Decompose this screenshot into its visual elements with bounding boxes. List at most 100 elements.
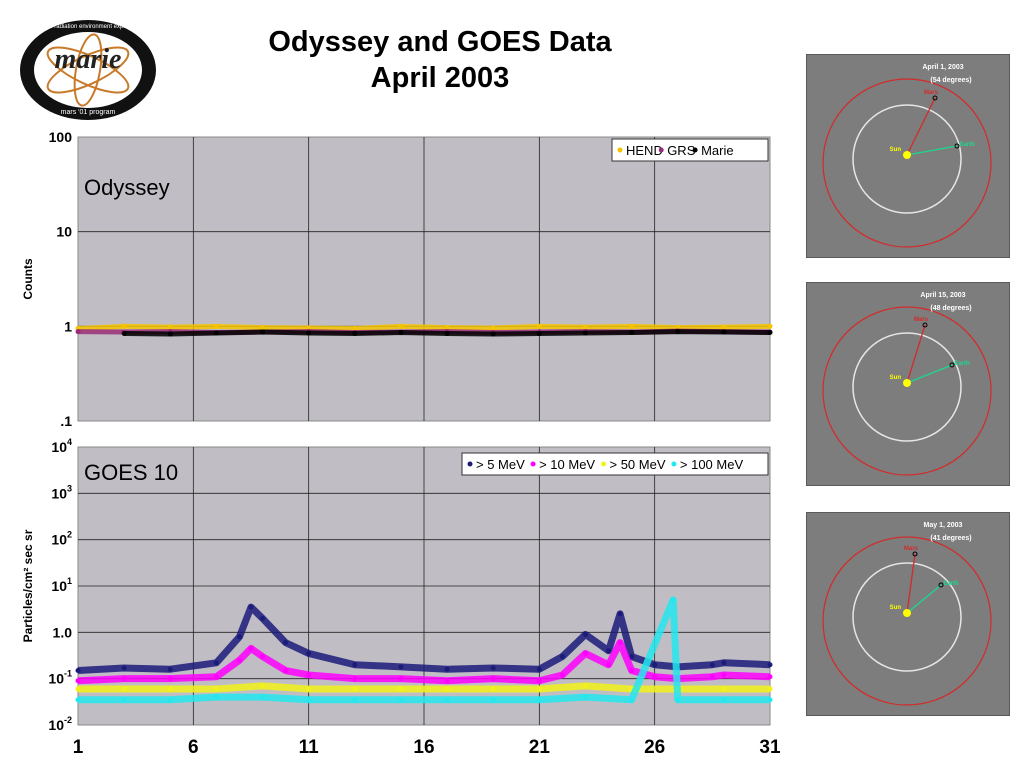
data-point (248, 604, 254, 610)
data-point (213, 330, 219, 336)
data-point (629, 330, 635, 336)
data-point (398, 686, 404, 692)
series--50-mev (75, 682, 773, 693)
data-point (490, 676, 496, 682)
data-point (536, 666, 542, 672)
data-point (767, 697, 773, 703)
data-point (767, 323, 773, 329)
series-marie (121, 329, 773, 337)
data-point (721, 660, 727, 666)
mars-orbit (822, 536, 992, 706)
chart-title: GOES 10 (84, 460, 178, 485)
data-point (721, 697, 727, 703)
earth-label: Earth (959, 142, 975, 148)
data-point (721, 672, 727, 678)
data-point (213, 660, 219, 666)
earth-orbit (852, 332, 962, 442)
data-point (398, 676, 404, 682)
data-point (490, 686, 496, 692)
data-point (670, 597, 676, 603)
data-point (167, 666, 173, 672)
series-line (77, 603, 771, 675)
title-line1: Odyssey and GOES Data (268, 26, 612, 58)
series-line (77, 639, 771, 685)
sun-icon (903, 151, 911, 159)
data-point (675, 697, 681, 703)
data-point (306, 672, 312, 678)
y-tick-label: .1 (60, 413, 72, 429)
data-point (490, 331, 496, 337)
data-point (444, 331, 450, 337)
mars-icon (912, 551, 918, 557)
legend-label: Marie (701, 143, 734, 158)
data-point (213, 674, 219, 680)
data-point (75, 678, 81, 684)
legend-marker (671, 461, 677, 467)
legend-marker (617, 147, 623, 153)
data-point (617, 611, 623, 617)
legend-marker (467, 461, 473, 467)
sun-label: Sun (890, 605, 902, 611)
sun-earth-line (906, 145, 958, 156)
data-point (213, 694, 219, 700)
sun-mars-line (906, 553, 916, 614)
data-point (306, 686, 312, 692)
data-point (260, 654, 266, 660)
data-point (629, 654, 635, 660)
data-point (260, 683, 266, 689)
data-point (606, 648, 612, 654)
data-point (283, 668, 289, 674)
data-point (536, 686, 542, 692)
earth-label: Earth (954, 361, 970, 367)
data-point (352, 686, 358, 692)
data-point (260, 694, 266, 700)
data-point (260, 615, 266, 621)
data-point (490, 325, 496, 331)
data-point (629, 697, 635, 703)
data-point (444, 686, 450, 692)
data-point (629, 323, 635, 329)
data-point (121, 676, 127, 682)
data-point (306, 697, 312, 703)
mars-label: Mars (914, 317, 929, 323)
y-tick-label: 100 (49, 129, 73, 145)
legend-label: > 50 MeV (610, 457, 666, 472)
data-point (306, 650, 312, 656)
series-line (77, 323, 771, 331)
legend-marker (530, 461, 536, 467)
legend-marker (692, 147, 698, 153)
data-point (121, 665, 127, 671)
earth-label: Earth (943, 581, 959, 587)
data-point (121, 686, 127, 692)
x-tick-label: 6 (188, 737, 199, 758)
data-point (398, 664, 404, 670)
data-point (444, 678, 450, 684)
sun-earth-line (906, 364, 953, 384)
y-axis-label: Particles/cm² sec sr (21, 529, 35, 642)
orbit-angle: (48 degrees) (930, 305, 971, 312)
data-point (444, 697, 450, 703)
y-tick-label: 10 (56, 224, 72, 240)
data-point (167, 686, 173, 692)
data-point (398, 697, 404, 703)
marie-logo: marie mars '01 program martian radiation… (18, 18, 158, 122)
data-point (121, 697, 127, 703)
data-point (709, 674, 715, 680)
x-tick-label: 1 (73, 737, 84, 758)
data-point (767, 686, 773, 692)
legend-label: GRS (667, 143, 696, 158)
sun-earth-line (906, 584, 942, 614)
data-point (582, 631, 588, 637)
data-point (283, 640, 289, 646)
legend-label: HEND (626, 143, 663, 158)
data-point (121, 323, 127, 329)
mars-icon (932, 95, 938, 101)
orbit-angle: (54 degrees) (930, 77, 971, 84)
legend: HEND GRS Marie (611, 138, 769, 162)
page-title: Odyssey and GOES Data April 2003 (200, 24, 680, 96)
legend-label: > 100 MeV (680, 457, 744, 472)
earth-orbit (852, 562, 962, 672)
sun-mars-line (906, 324, 926, 384)
orbit-date: April 1, 2003 (922, 64, 963, 71)
data-point (606, 662, 612, 668)
